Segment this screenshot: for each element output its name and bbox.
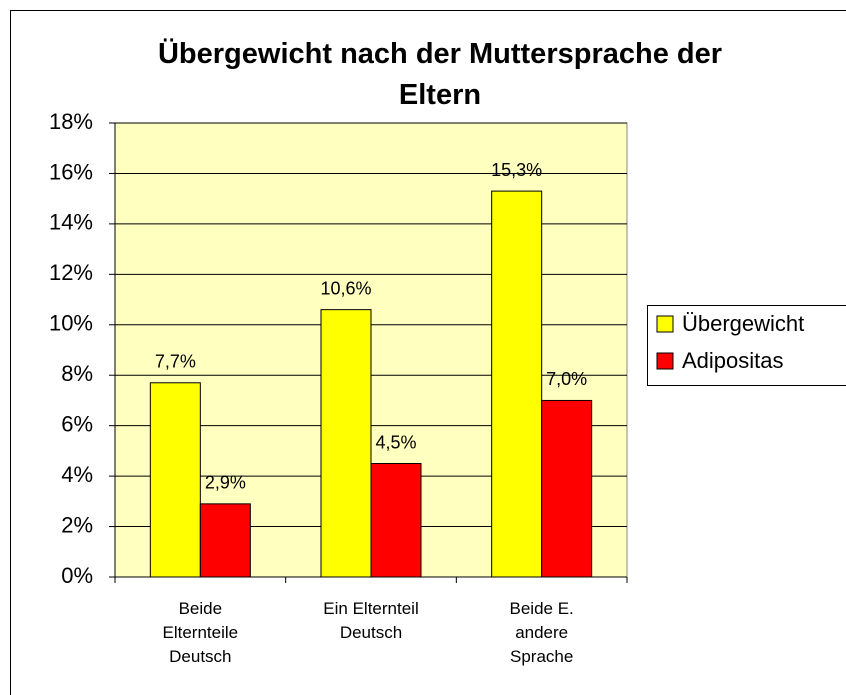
y-tick-label: 2% bbox=[61, 512, 93, 537]
bar bbox=[149, 382, 201, 578]
x-tick-label: Ein Elternteil Deutsch bbox=[323, 599, 419, 642]
legend-swatch bbox=[656, 352, 674, 370]
y-tick-label: 6% bbox=[61, 411, 93, 436]
bar bbox=[370, 463, 422, 578]
legend-swatch bbox=[656, 315, 674, 333]
data-label: 10,6% bbox=[320, 278, 371, 298]
data-label: 15,3% bbox=[491, 160, 542, 180]
data-label: 2,9% bbox=[205, 473, 246, 493]
bar bbox=[320, 309, 372, 578]
y-tick-label: 0% bbox=[61, 563, 93, 588]
x-tick-label: Beide Elternteile Deutsch bbox=[162, 599, 239, 666]
y-tick-label: 4% bbox=[61, 462, 93, 487]
x-tick-label: Beide E. andere Sprache bbox=[509, 599, 574, 666]
legend-label: Übergewicht bbox=[682, 311, 804, 336]
y-tick-label: 18% bbox=[49, 109, 93, 134]
bar bbox=[491, 190, 543, 578]
legend-label: Adipositas bbox=[682, 348, 784, 373]
data-label: 4,5% bbox=[375, 432, 416, 452]
bar bbox=[541, 399, 593, 578]
y-tick-label: 14% bbox=[49, 210, 93, 235]
legend-box bbox=[647, 305, 846, 386]
bar bbox=[199, 503, 251, 578]
y-tick-label: 16% bbox=[49, 159, 93, 184]
y-tick-label: 12% bbox=[49, 260, 93, 285]
y-tick-label: 10% bbox=[49, 311, 93, 336]
chart-title: Übergewicht nach der Muttersprache der E… bbox=[157, 38, 723, 111]
chart-border bbox=[10, 10, 846, 695]
data-label: 7,7% bbox=[155, 352, 196, 372]
data-label: 7,0% bbox=[546, 369, 587, 389]
y-tick-label: 8% bbox=[61, 361, 93, 386]
